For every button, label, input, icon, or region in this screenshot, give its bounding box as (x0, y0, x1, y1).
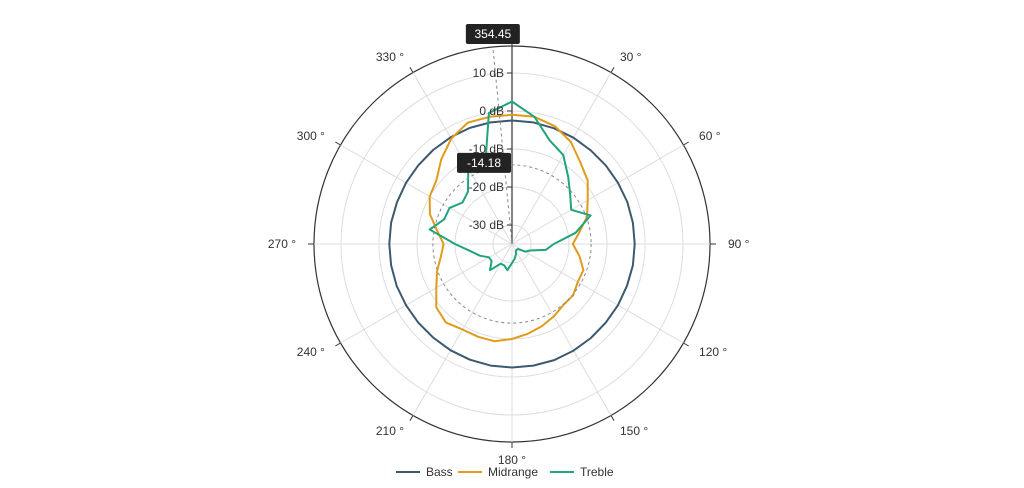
labels-layer: 30 ° 60 ° 90 ° 120 ° 150 ° 180 ° 210 ° 240 ° 270… (268, 50, 750, 467)
angular-grid-line (511, 72, 612, 245)
radial-tick-label: 10 dB (473, 66, 504, 80)
angle-tick-label: 240 ° (297, 345, 325, 359)
radius-tooltip-box (457, 152, 511, 173)
angle-tick-label: 90 ° (728, 237, 750, 251)
angle-tick-label: 150 ° (620, 424, 648, 438)
radius-tooltip-text: -14.18 (467, 156, 501, 170)
angular-tick (409, 415, 414, 421)
radius-tooltip: -14.18 (457, 152, 511, 173)
angle-tick-label: 330 ° (376, 50, 404, 64)
legend-item-bass[interactable]: Bass (396, 465, 453, 479)
angle-tick-label: 180 ° (498, 453, 526, 467)
angle-tooltip: 354.45 (465, 24, 520, 44)
angular-tick (610, 415, 615, 421)
angular-tick (335, 141, 341, 146)
radial-tick-label: -30 dB (469, 218, 504, 232)
angle-tooltip-text: 354.45 (474, 27, 511, 41)
series-line-treble[interactable] (428, 100, 592, 272)
series-line-midrange[interactable] (428, 113, 589, 343)
crosshair-angle-line (492, 46, 513, 245)
angular-tick (335, 342, 341, 347)
angle-tick-label: 120 ° (699, 345, 727, 359)
legend-label: Midrange (488, 465, 538, 479)
radial-tick-label: 0 dB (479, 104, 504, 118)
angle-tooltip-box (465, 24, 520, 44)
angular-tick (683, 342, 689, 347)
angular-grid-line (340, 243, 513, 344)
angle-tick-label: 270 ° (268, 237, 296, 251)
legend-label: Treble (580, 465, 614, 479)
angular-tick (409, 67, 414, 73)
legend-item-treble[interactable]: Treble (550, 465, 614, 479)
series-layer (388, 100, 636, 369)
angle-tick-label: 30 ° (620, 50, 642, 64)
legend[interactable]: Bass Midrange Treble (396, 465, 614, 479)
angular-tick (610, 67, 615, 73)
tooltip-layer: 354.45 -14.18 (432, 24, 592, 324)
angular-grid-line (340, 144, 513, 245)
crosshair-radius-circle (432, 164, 592, 324)
radial-tick-label: -20 dB (469, 180, 504, 194)
legend-item-midrange[interactable]: Midrange (458, 465, 538, 479)
angular-grid-line (511, 144, 684, 245)
angular-grid-line (511, 243, 684, 344)
radial-tick-label: -10 dB (469, 142, 504, 156)
angle-tick-label: 60 ° (699, 129, 721, 143)
legend-label: Bass (426, 465, 453, 479)
angular-tick (683, 141, 689, 146)
angular-grid-line (511, 243, 612, 416)
angle-tick-label: 300 ° (297, 129, 325, 143)
series-line-bass[interactable] (388, 119, 636, 369)
angle-tick-label: 210 ° (376, 424, 404, 438)
